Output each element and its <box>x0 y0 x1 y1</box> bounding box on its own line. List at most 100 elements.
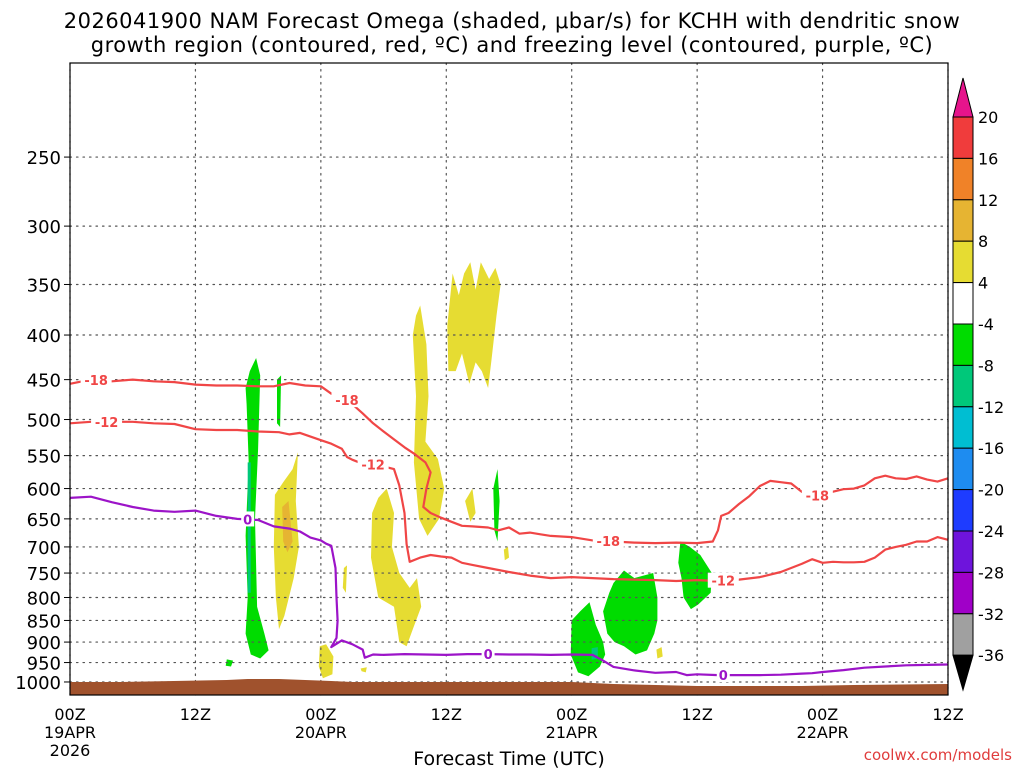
x-tick-label-24-0: 00Z <box>305 705 336 724</box>
y-tick-label-250: 250 <box>27 148 61 169</box>
omega-region-6 <box>342 565 347 593</box>
colorbar-label-12: -32 <box>978 605 1004 624</box>
x-tick-label-72-1: 22APR <box>797 723 849 742</box>
y-tick-label-600: 600 <box>27 480 61 501</box>
contour-label-0-3: -18 <box>806 489 830 504</box>
terrain-band <box>70 679 948 695</box>
contour-label-bg <box>331 392 363 408</box>
contour-label-2-0: 0 <box>243 513 252 528</box>
colorbar-bin-0 <box>952 116 974 159</box>
omega-region-14 <box>656 647 663 659</box>
y-tick-label-400: 400 <box>27 326 61 347</box>
y-tick-label-650: 650 <box>27 510 61 531</box>
x-tick-label-24-1: 20APR <box>295 723 347 742</box>
x-tick-label-60-0: 12Z <box>681 705 712 724</box>
plot-border <box>69 62 949 696</box>
colorbar-bin-11 <box>952 571 974 615</box>
colorbar-bin-7 <box>952 406 974 449</box>
contour-line-1 <box>69 420 949 583</box>
y-tick-label-900: 900 <box>27 633 61 654</box>
contour-label-bg <box>481 646 495 662</box>
omega-region-2 <box>277 375 282 427</box>
colorbar-label-11: -28 <box>978 563 1004 582</box>
colorbar-bin-9 <box>952 489 974 532</box>
y-tick-label-850: 850 <box>27 611 61 632</box>
omega-region-12 <box>465 488 476 522</box>
colorbar-bin-5 <box>952 323 974 366</box>
axis-labels-layer: 2503003504004505005506006507007508008509… <box>15 148 1012 768</box>
omega-region-9 <box>371 488 422 647</box>
colorbar-label-0: 20 <box>978 108 998 127</box>
contour-label-bg <box>357 456 389 472</box>
contour-label-bg <box>801 487 833 503</box>
omega-region-3 <box>225 659 234 667</box>
omega-region-8 <box>360 667 367 673</box>
contour-label-bg <box>241 511 255 527</box>
colorbar-label-9: -20 <box>978 481 1004 500</box>
terrain-layer <box>70 679 948 695</box>
omega-region-0 <box>245 358 269 659</box>
colorbar-bin-6 <box>952 364 974 408</box>
omega-region-15 <box>493 469 500 542</box>
omega-region-7 <box>318 644 334 679</box>
contour-label-1-1: -12 <box>361 458 385 473</box>
omega-region-19 <box>678 541 712 610</box>
x-tick-label-48-1: 21APR <box>546 723 598 742</box>
contour-label-2-1: 0 <box>484 648 493 663</box>
colorbar-label-10: -24 <box>978 522 1004 541</box>
x-tick-label-0-2: 2026 <box>50 741 91 760</box>
y-tick-label-500: 500 <box>27 411 61 432</box>
contour-label-bg <box>592 533 624 549</box>
contour-label-bg <box>707 572 739 588</box>
y-tick-label-800: 800 <box>27 588 61 609</box>
y-tick-label-300: 300 <box>27 217 61 238</box>
colorbar-bin-1 <box>952 157 974 201</box>
colorbar-bin-3 <box>952 240 974 284</box>
y-tick-label-750: 750 <box>27 564 61 585</box>
colorbar-layer: 20 16 12 8 4 -4 -8 -12 -16 -20 -24 -28 -32 -36 <box>952 77 1004 692</box>
y-tick-label-350: 350 <box>27 275 61 296</box>
omega-region-5 <box>282 501 293 553</box>
colorbar-bin-10 <box>952 530 974 573</box>
colorbar-top-arrow <box>952 77 974 118</box>
x-axis-label: Forecast Time (UTC) <box>413 748 604 768</box>
contour-layer: -18 -18 -18 -18 -12 -12 -12 0 0 0 <box>69 372 949 684</box>
x-tick-label-0-1: 19APR <box>44 723 96 742</box>
colorbar-label-6: -8 <box>978 356 994 375</box>
y-tick-label-1000: 1000 <box>15 673 61 694</box>
contour-label-bg <box>91 413 123 429</box>
credit-label: coolwx.com/models <box>864 746 1012 764</box>
colorbar-bin-8 <box>952 447 974 491</box>
omega-shading-layer <box>225 262 712 679</box>
contour-label-bg <box>80 372 112 388</box>
colorbar-bin-12 <box>952 613 974 656</box>
colorbar-bottom-arrow <box>952 654 974 692</box>
colorbar-label-1: 16 <box>978 149 998 168</box>
contour-label-bg <box>716 667 730 683</box>
y-tick-label-550: 550 <box>27 447 61 468</box>
contour-line-2 <box>69 495 949 677</box>
contour-label-1-0: -12 <box>95 416 119 431</box>
omega-region-16 <box>570 602 606 677</box>
plot-frame-layer <box>69 62 949 696</box>
x-tick-label-36-0: 12Z <box>431 705 462 724</box>
chart-title-line-2: growth region (contoured, red, ºC) and f… <box>90 33 934 57</box>
x-tick-label-72-0: 00Z <box>807 705 838 724</box>
y-tick-label-950: 950 <box>27 654 61 675</box>
y-tick-label-700: 700 <box>27 538 61 559</box>
x-tick-label-0-0: 00Z <box>54 705 85 724</box>
y-tick-label-450: 450 <box>27 371 61 392</box>
x-tick-label-48-0: 00Z <box>556 705 587 724</box>
omega-region-18 <box>603 570 658 655</box>
colorbar-bin-2 <box>952 199 974 242</box>
contour-label-1-2: -12 <box>712 575 736 590</box>
x-tick-label-84-0: 12Z <box>932 705 963 724</box>
contour-label-0-2: -18 <box>597 535 621 550</box>
chart-title-line-1: 2026041900 NAM Forecast Omega (shaded, μ… <box>63 9 961 33</box>
omega-region-13 <box>503 546 509 561</box>
colorbar-bin-4 <box>952 282 974 325</box>
contour-label-0-1: -18 <box>335 394 359 409</box>
colorbar-label-8: -16 <box>978 439 1004 458</box>
grid-layer <box>69 62 949 696</box>
